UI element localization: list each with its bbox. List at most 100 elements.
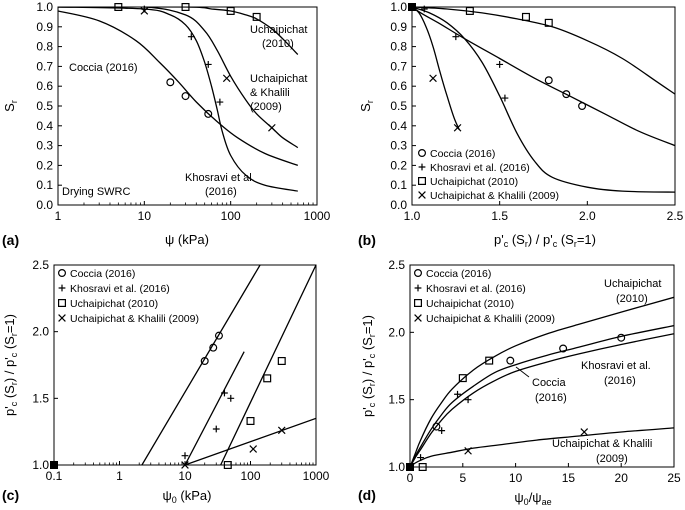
annotation-coccia: Coccia (2016) <box>532 377 567 404</box>
y-tick-label: 1.0 <box>32 458 49 472</box>
legend: Coccia (2016) Khosravi et al. (2016) Uchai… <box>414 268 555 325</box>
annotation-pointer <box>515 366 530 378</box>
data-point-uchaipichat-2010 <box>252 12 261 21</box>
y-tick-label: 1.0 <box>390 0 407 14</box>
y-tick-label: 0.4 <box>36 119 53 133</box>
y-tick-label: 0.2 <box>390 158 407 172</box>
data-point-uchaipichat-2010 <box>246 417 255 426</box>
x-axis-label: ψ0/ψae <box>514 490 551 507</box>
data-point-uchaipichat-2010 <box>544 18 553 27</box>
legend-entry: Uchaipichat (2010) <box>70 298 158 310</box>
legend-marker <box>414 299 423 308</box>
fit-curve-coccia-2016 <box>58 10 299 167</box>
fit-curve-khosravi-et-al-2016 <box>58 7 298 192</box>
y-axis-label: p'c (Sr) / p'c (Sr=1) <box>360 315 377 417</box>
y-tick-label: 0.5 <box>36 99 53 113</box>
y-tick-label: 1.0 <box>36 0 53 14</box>
data-point-coccia-2016 <box>617 333 626 342</box>
legend-entry: Uchaipichat & Khalili (2009) <box>430 190 559 202</box>
legend-marker <box>58 314 66 322</box>
data-point-uchaipichat-khalili-2009 <box>464 447 472 455</box>
data-point-khosravi-et-al-2016 <box>187 33 195 41</box>
data-point-uchaipichat-khalili-2009 <box>140 7 149 15</box>
fit-curve-uchaipichat-khalili-2009 <box>410 427 674 467</box>
fit-line-coccia-2016 <box>141 265 261 465</box>
data-point-uchaipichat-2010 <box>458 374 467 383</box>
data-point-uchaipichat-2010 <box>277 357 286 366</box>
y-tick-label: 2.0 <box>32 325 49 339</box>
panel-a: 1 10 100 1000 0.0 0.1 0.2 0.3 0.4 0.5 0.6 0.7 0.8 0.9… <box>2 0 331 248</box>
legend-entry: Khosravi et al. (2016) <box>70 283 170 295</box>
panel-tag: (c) <box>2 487 19 503</box>
legend: Coccia (2016) Khosravi et al. (2016) Uchai… <box>418 148 559 202</box>
x-tick-label: 15 <box>562 471 576 485</box>
legend-marker <box>414 284 422 292</box>
y-tick-label: 0.0 <box>36 198 53 212</box>
legend-marker <box>58 284 66 292</box>
y-tick-label: 0.7 <box>36 59 53 73</box>
annotation-khosravi: Khosravi et al. (2016) <box>185 172 255 198</box>
x-tick-label: 10 <box>138 209 152 223</box>
y-tick-label: 1.0 <box>388 460 405 474</box>
data-point-coccia-2016 <box>200 357 209 366</box>
x-tick-label: 0.1 <box>46 469 63 483</box>
data-point-khosravi-et-al-2016 <box>417 454 424 461</box>
y-tick-label: 0.7 <box>390 59 407 73</box>
y-tick-label: 0.4 <box>390 119 407 133</box>
annotation-coccia: Coccia (2016) <box>69 62 137 74</box>
data-point-coccia-2016 <box>209 343 218 352</box>
x-tick-label: 10 <box>178 469 192 483</box>
fit-curve-uchaipichat-2010 <box>412 7 675 95</box>
legend-entry: Khosravi et al. (2016) <box>430 162 530 174</box>
data-point-uchaipichat-khalili-2009 <box>249 445 258 453</box>
y-tick-label: 1.5 <box>32 391 49 405</box>
data-point-coccia-2016 <box>214 331 223 340</box>
x-tick-label: 1.5 <box>491 209 508 223</box>
legend-marker <box>414 314 422 322</box>
y-tick-label: 0.3 <box>390 139 407 153</box>
x-axis-label: ψ0 (kPa) <box>163 488 212 505</box>
data-point-uchaipichat-khalili-2009 <box>181 461 189 469</box>
data-point-coccia-2016 <box>181 92 190 101</box>
fit-curve-khosravi-et-al-2016 <box>410 333 674 467</box>
data-point-uchaipichat-2010 <box>406 463 415 472</box>
data-point-coccia-2016 <box>559 344 568 353</box>
data-point-khosravi-et-al-2016 <box>216 98 224 106</box>
data-point-khosravi-et-al-2016 <box>212 425 220 433</box>
x-tick-label: 100 <box>240 469 260 483</box>
data-point-khosravi-et-al-2016 <box>496 61 504 68</box>
y-axis-label: p'c (Sr) / p'c (Sr=1) <box>2 314 19 416</box>
y-tick-label: 0.8 <box>390 40 407 54</box>
panel-c: 0.1 1 10 100 1000 1.0 1.5 2.0 2.5 (c) ψ0 (kPa) p… <box>2 258 330 505</box>
fit-line-khosravi-et-al-2016 <box>184 351 245 465</box>
legend-marker <box>418 163 426 171</box>
x-tick-label: 1000 <box>304 209 331 223</box>
y-tick-label: 0.9 <box>390 20 407 34</box>
x-tick-label: 100 <box>221 209 241 223</box>
data-point-khosravi-et-al-2016 <box>464 396 472 404</box>
fit-curve-uchaipichat-2010 <box>410 296 674 467</box>
data-point-khosravi-et-al-2016 <box>501 94 509 102</box>
data-point-uchaipichat-khalili-2009 <box>277 426 286 435</box>
data-point-coccia-2016 <box>562 90 571 99</box>
legend-marker <box>57 269 66 278</box>
legend-entry: Coccia (2016) <box>430 148 495 160</box>
fit-curve-uchaipichat-khalili-2009 <box>412 7 460 131</box>
legend-entry: Uchaipichat (2010) <box>426 298 514 310</box>
legend-marker <box>57 299 66 308</box>
x-tick-label: 10 <box>509 471 523 485</box>
x-tick-label: 2.5 <box>667 209 684 223</box>
fit-line-uchaipichat-khalili-2009 <box>184 417 316 465</box>
fit-curve-coccia-2016 <box>412 7 675 147</box>
fit-curve-khosravi-et-al-2016 <box>412 7 675 193</box>
legend-entry: Uchaipichat & Khalili (2009) <box>426 313 555 325</box>
data-point-khosravi-et-al-2016 <box>181 452 189 460</box>
origin-point <box>408 3 416 11</box>
legend-entry: Coccia (2016) <box>426 268 491 280</box>
data-point-uchaipichat-2010 <box>181 2 190 12</box>
x-axis-label: ψ (kPa) <box>165 232 209 247</box>
x-tick-label: 1000 <box>303 469 330 483</box>
legend-entry: Coccia (2016) <box>70 268 135 280</box>
panel-d: 0 5 10 15 20 25 1.0 1.5 2.0 2.5 (d) ψ0/ψae p'c (S… <box>358 258 681 507</box>
